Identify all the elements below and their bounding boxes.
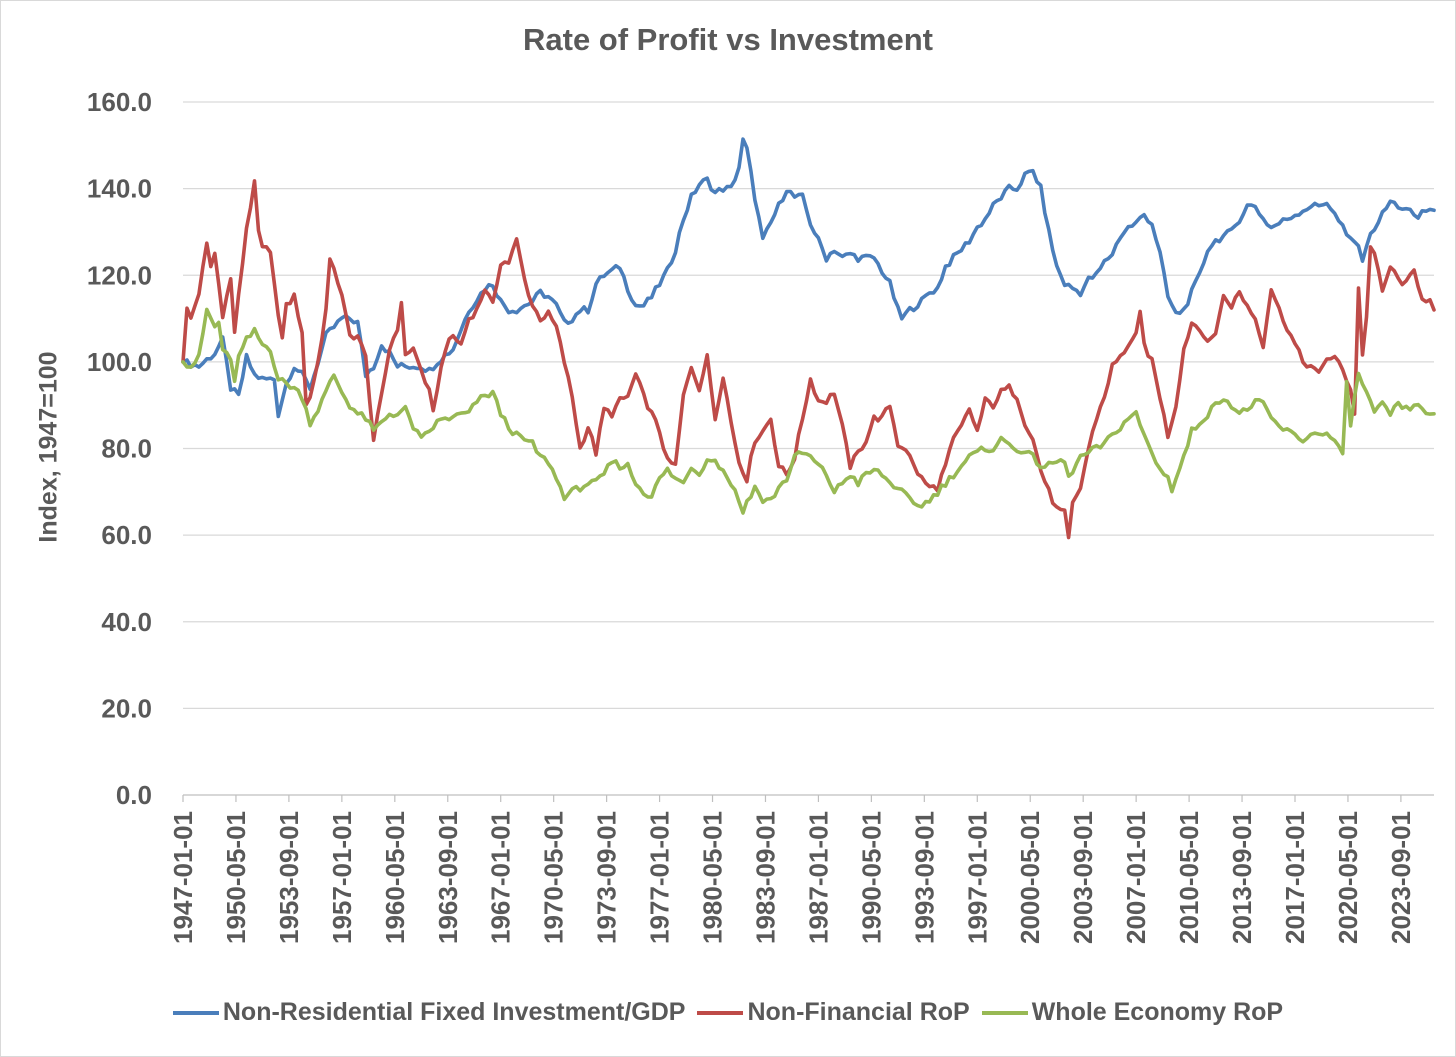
x-tick-label: 1960-05-01 — [380, 811, 410, 944]
legend-swatch-nonfinancial — [697, 1010, 744, 1015]
y-tick-label: 20.0 — [101, 693, 152, 723]
x-tick-label: 1997-01-01 — [962, 811, 992, 944]
y-tick-label: 40.0 — [101, 607, 152, 637]
x-tick-label: 2017-01-01 — [1280, 811, 1310, 944]
series-line-investment — [181, 137, 1436, 419]
y-tick-label: 80.0 — [101, 434, 152, 464]
x-tick-label: 2000-05-01 — [1015, 811, 1045, 944]
x-tick-label: 2023-09-01 — [1386, 811, 1416, 944]
chart-title: Rate of Profit vs Investment — [523, 22, 933, 57]
x-tick-label: 1953-09-01 — [274, 811, 304, 944]
legend-item-nonfinancial: Non-Financial RoP — [697, 998, 970, 1027]
legend-item-whole-economy: Whole Economy RoP — [981, 998, 1284, 1027]
y-tick-label: 120.0 — [87, 260, 152, 290]
y-tick-label: 160.0 — [87, 87, 152, 117]
x-tick-label: 1977-01-01 — [645, 811, 675, 944]
x-tick-label: 1947-01-01 — [168, 811, 198, 944]
x-tick-label: 1973-09-01 — [592, 811, 622, 944]
x-tick-label: 1993-09-01 — [909, 811, 939, 944]
x-tick-label: 1983-09-01 — [750, 811, 780, 944]
legend-item-investment: Non-Residential Fixed Investment/GDP — [172, 998, 686, 1027]
legend-label-nonfinancial: Non-Financial RoP — [747, 998, 970, 1026]
series-line-whole-economy — [181, 307, 1436, 515]
y-tick-label: 140.0 — [87, 174, 152, 204]
chart-legend: Non-Residential Fixed Investment/GDP Non… — [0, 998, 1456, 1027]
x-tick-label: 1970-05-01 — [539, 811, 569, 944]
x-tick-label: 1950-05-01 — [221, 811, 251, 944]
x-tick-label: 2010-05-01 — [1174, 811, 1204, 944]
x-tick-label: 1980-05-01 — [698, 811, 728, 944]
legend-swatch-whole-economy — [981, 1010, 1028, 1015]
legend-label-whole-economy: Whole Economy RoP — [1031, 998, 1284, 1026]
x-tick-label: 2013-09-01 — [1227, 811, 1257, 944]
series-line-nonfinancial — [181, 179, 1436, 540]
x-tick-label: 1963-09-01 — [433, 811, 463, 944]
legend-swatch-investment — [172, 1010, 219, 1015]
x-tick-label: 1987-01-01 — [803, 811, 833, 944]
x-tick-label: 1957-01-01 — [327, 811, 357, 944]
y-tick-label: 60.0 — [101, 520, 152, 550]
x-tick-label: 2007-01-01 — [1121, 811, 1151, 944]
y-tick-label: 0.0 — [116, 780, 152, 810]
y-tick-label: 100.0 — [87, 347, 152, 377]
x-tick-label: 1990-05-01 — [856, 811, 886, 944]
legend-label-investment: Non-Residential Fixed Investment/GDP — [222, 998, 686, 1026]
x-tick-label: 1967-01-01 — [486, 811, 516, 944]
x-tick-label: 2003-09-01 — [1068, 811, 1098, 944]
x-tick-label: 2020-05-01 — [1333, 811, 1363, 944]
